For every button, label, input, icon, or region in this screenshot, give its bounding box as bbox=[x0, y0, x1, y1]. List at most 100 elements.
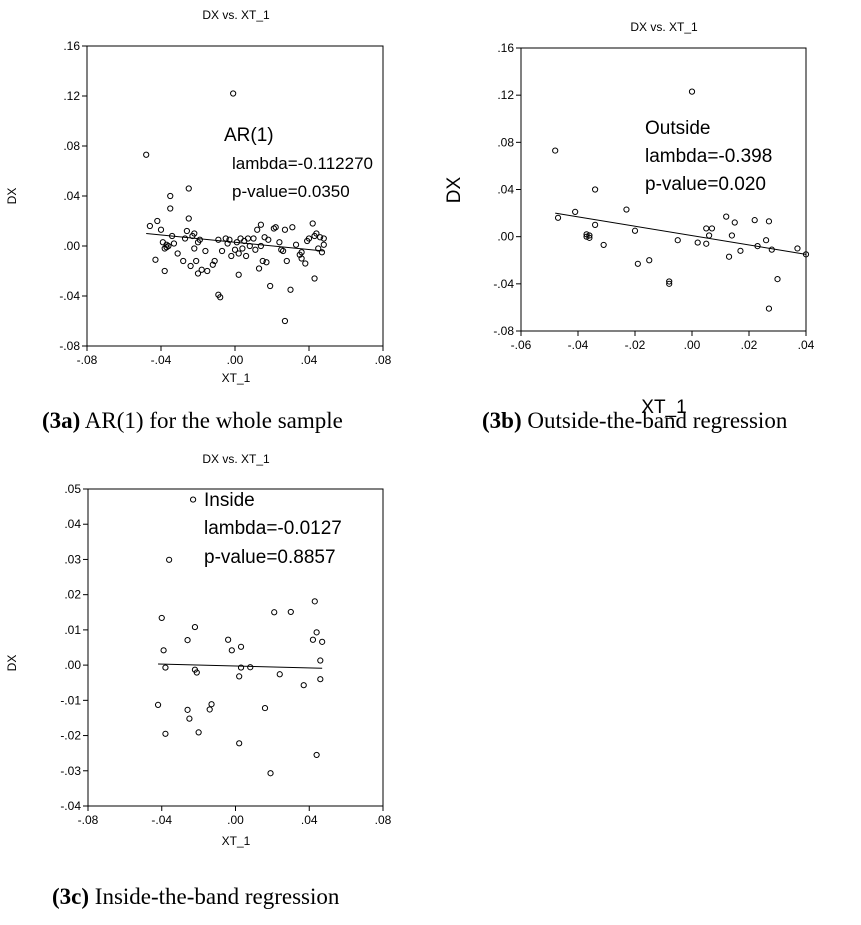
data-point bbox=[763, 237, 770, 244]
x-axis-label: XT_1 bbox=[641, 397, 686, 418]
data-point bbox=[191, 245, 198, 252]
x-tick-label: -.04 bbox=[151, 813, 172, 827]
data-point bbox=[592, 186, 599, 193]
data-point bbox=[283, 257, 290, 265]
chart-svg-3a: DX vs. XT_1 -.08 -.04 .00 .04 .08 -.08 -.04 .00.… bbox=[5, 8, 392, 385]
data-point bbox=[206, 706, 213, 713]
data-point bbox=[162, 730, 169, 737]
data-point bbox=[572, 208, 579, 216]
data-point bbox=[217, 294, 224, 301]
data-point bbox=[244, 235, 252, 242]
data-point bbox=[298, 249, 305, 256]
data-point bbox=[235, 250, 242, 257]
data-point bbox=[259, 257, 266, 265]
data-point bbox=[287, 608, 294, 616]
x-axis-label: XT_1 bbox=[222, 371, 251, 385]
data-point bbox=[725, 253, 733, 260]
data-point bbox=[586, 232, 593, 239]
chart-3c: DX vs. XT_1 -.08 -.04.00.04.08 -.04 -.03 -.02… bbox=[0, 448, 440, 920]
data-point bbox=[272, 224, 279, 231]
data-point bbox=[300, 682, 307, 689]
x-tick-label: .02 bbox=[741, 338, 758, 352]
data-point bbox=[320, 241, 327, 248]
data-point bbox=[169, 232, 176, 240]
data-point bbox=[261, 234, 268, 241]
data-point bbox=[254, 226, 261, 233]
data-point bbox=[305, 235, 313, 242]
data-point bbox=[158, 614, 165, 622]
data-point bbox=[794, 245, 801, 252]
data-point bbox=[311, 598, 318, 605]
chart-3b: DX vs. XT_1 -.06 -.04 -.02 .00 .02 .04 -.08 -.04… bbox=[440, 0, 861, 440]
data-point bbox=[250, 235, 257, 242]
y-tick-label: .00 bbox=[63, 239, 80, 253]
data-point bbox=[666, 278, 673, 285]
data-point bbox=[674, 237, 681, 244]
caption-3a-text: AR(1) for the whole sample bbox=[80, 408, 343, 433]
data-point bbox=[267, 770, 274, 777]
data-point bbox=[765, 305, 773, 312]
y-tick-label: .12 bbox=[63, 89, 80, 103]
y-tick-label: -.02 bbox=[60, 729, 81, 743]
data-point bbox=[230, 90, 237, 97]
data-point bbox=[261, 704, 269, 712]
caption-3c-label: (3c) bbox=[52, 884, 90, 909]
data-point bbox=[768, 246, 775, 253]
data-point bbox=[267, 282, 274, 290]
data-point bbox=[194, 270, 202, 277]
data-point bbox=[634, 260, 641, 267]
data-point bbox=[215, 236, 222, 243]
data-point bbox=[183, 227, 190, 235]
data-point bbox=[765, 218, 773, 225]
chart-title: DX vs. XT_1 bbox=[630, 20, 698, 34]
data-point bbox=[162, 664, 169, 671]
data-point bbox=[235, 271, 242, 278]
data-point bbox=[592, 221, 599, 228]
data-point bbox=[225, 636, 232, 643]
y-axis-label: DX bbox=[5, 655, 19, 672]
data-point bbox=[208, 701, 215, 708]
caption-3a: (3a) AR(1) for the whole sample bbox=[42, 408, 343, 434]
data-point bbox=[754, 243, 761, 250]
y-tick-label: .05 bbox=[64, 482, 81, 496]
data-point bbox=[257, 221, 264, 228]
data-point bbox=[166, 556, 173, 563]
chart-title: DX vs. XT_1 bbox=[202, 8, 270, 22]
y-tick-label: -.03 bbox=[60, 764, 81, 778]
data-point bbox=[311, 275, 318, 282]
y-tick-label: -.08 bbox=[493, 324, 514, 338]
y-tick-label: .00 bbox=[497, 230, 514, 244]
y-tick-label: -.04 bbox=[493, 277, 514, 291]
y-tick-label: .04 bbox=[497, 183, 514, 197]
data-point bbox=[317, 657, 324, 664]
data-point bbox=[167, 192, 174, 200]
data-point bbox=[287, 286, 294, 293]
y-tick-label: .04 bbox=[63, 189, 80, 203]
y-axis-label: DX bbox=[444, 176, 465, 203]
data-point bbox=[708, 225, 716, 232]
data-point bbox=[252, 246, 259, 253]
y-tick-label: .12 bbox=[497, 88, 514, 102]
data-point bbox=[143, 151, 150, 158]
data-point bbox=[167, 205, 174, 212]
x-tick-label: -.08 bbox=[77, 353, 98, 367]
y-tick-label: .01 bbox=[64, 623, 81, 637]
data-point bbox=[152, 256, 159, 263]
caption-3b: (3b) Outside-the-band regression bbox=[482, 408, 787, 434]
annotation-line: Inside bbox=[204, 490, 255, 511]
data-point bbox=[193, 669, 200, 676]
data-point bbox=[552, 147, 559, 154]
y-tick-label: -.01 bbox=[60, 693, 81, 707]
data-point bbox=[165, 242, 172, 250]
regression-line bbox=[555, 212, 807, 255]
data-point bbox=[586, 234, 593, 241]
data-point bbox=[703, 225, 710, 232]
regression-line bbox=[158, 663, 323, 669]
data-point bbox=[211, 257, 218, 265]
data-point bbox=[318, 249, 326, 256]
data-point bbox=[646, 257, 653, 264]
data-point bbox=[554, 214, 562, 221]
data-point bbox=[236, 673, 243, 680]
data-point bbox=[302, 260, 309, 267]
annotation-line: p-value=0.8857 bbox=[204, 547, 336, 568]
